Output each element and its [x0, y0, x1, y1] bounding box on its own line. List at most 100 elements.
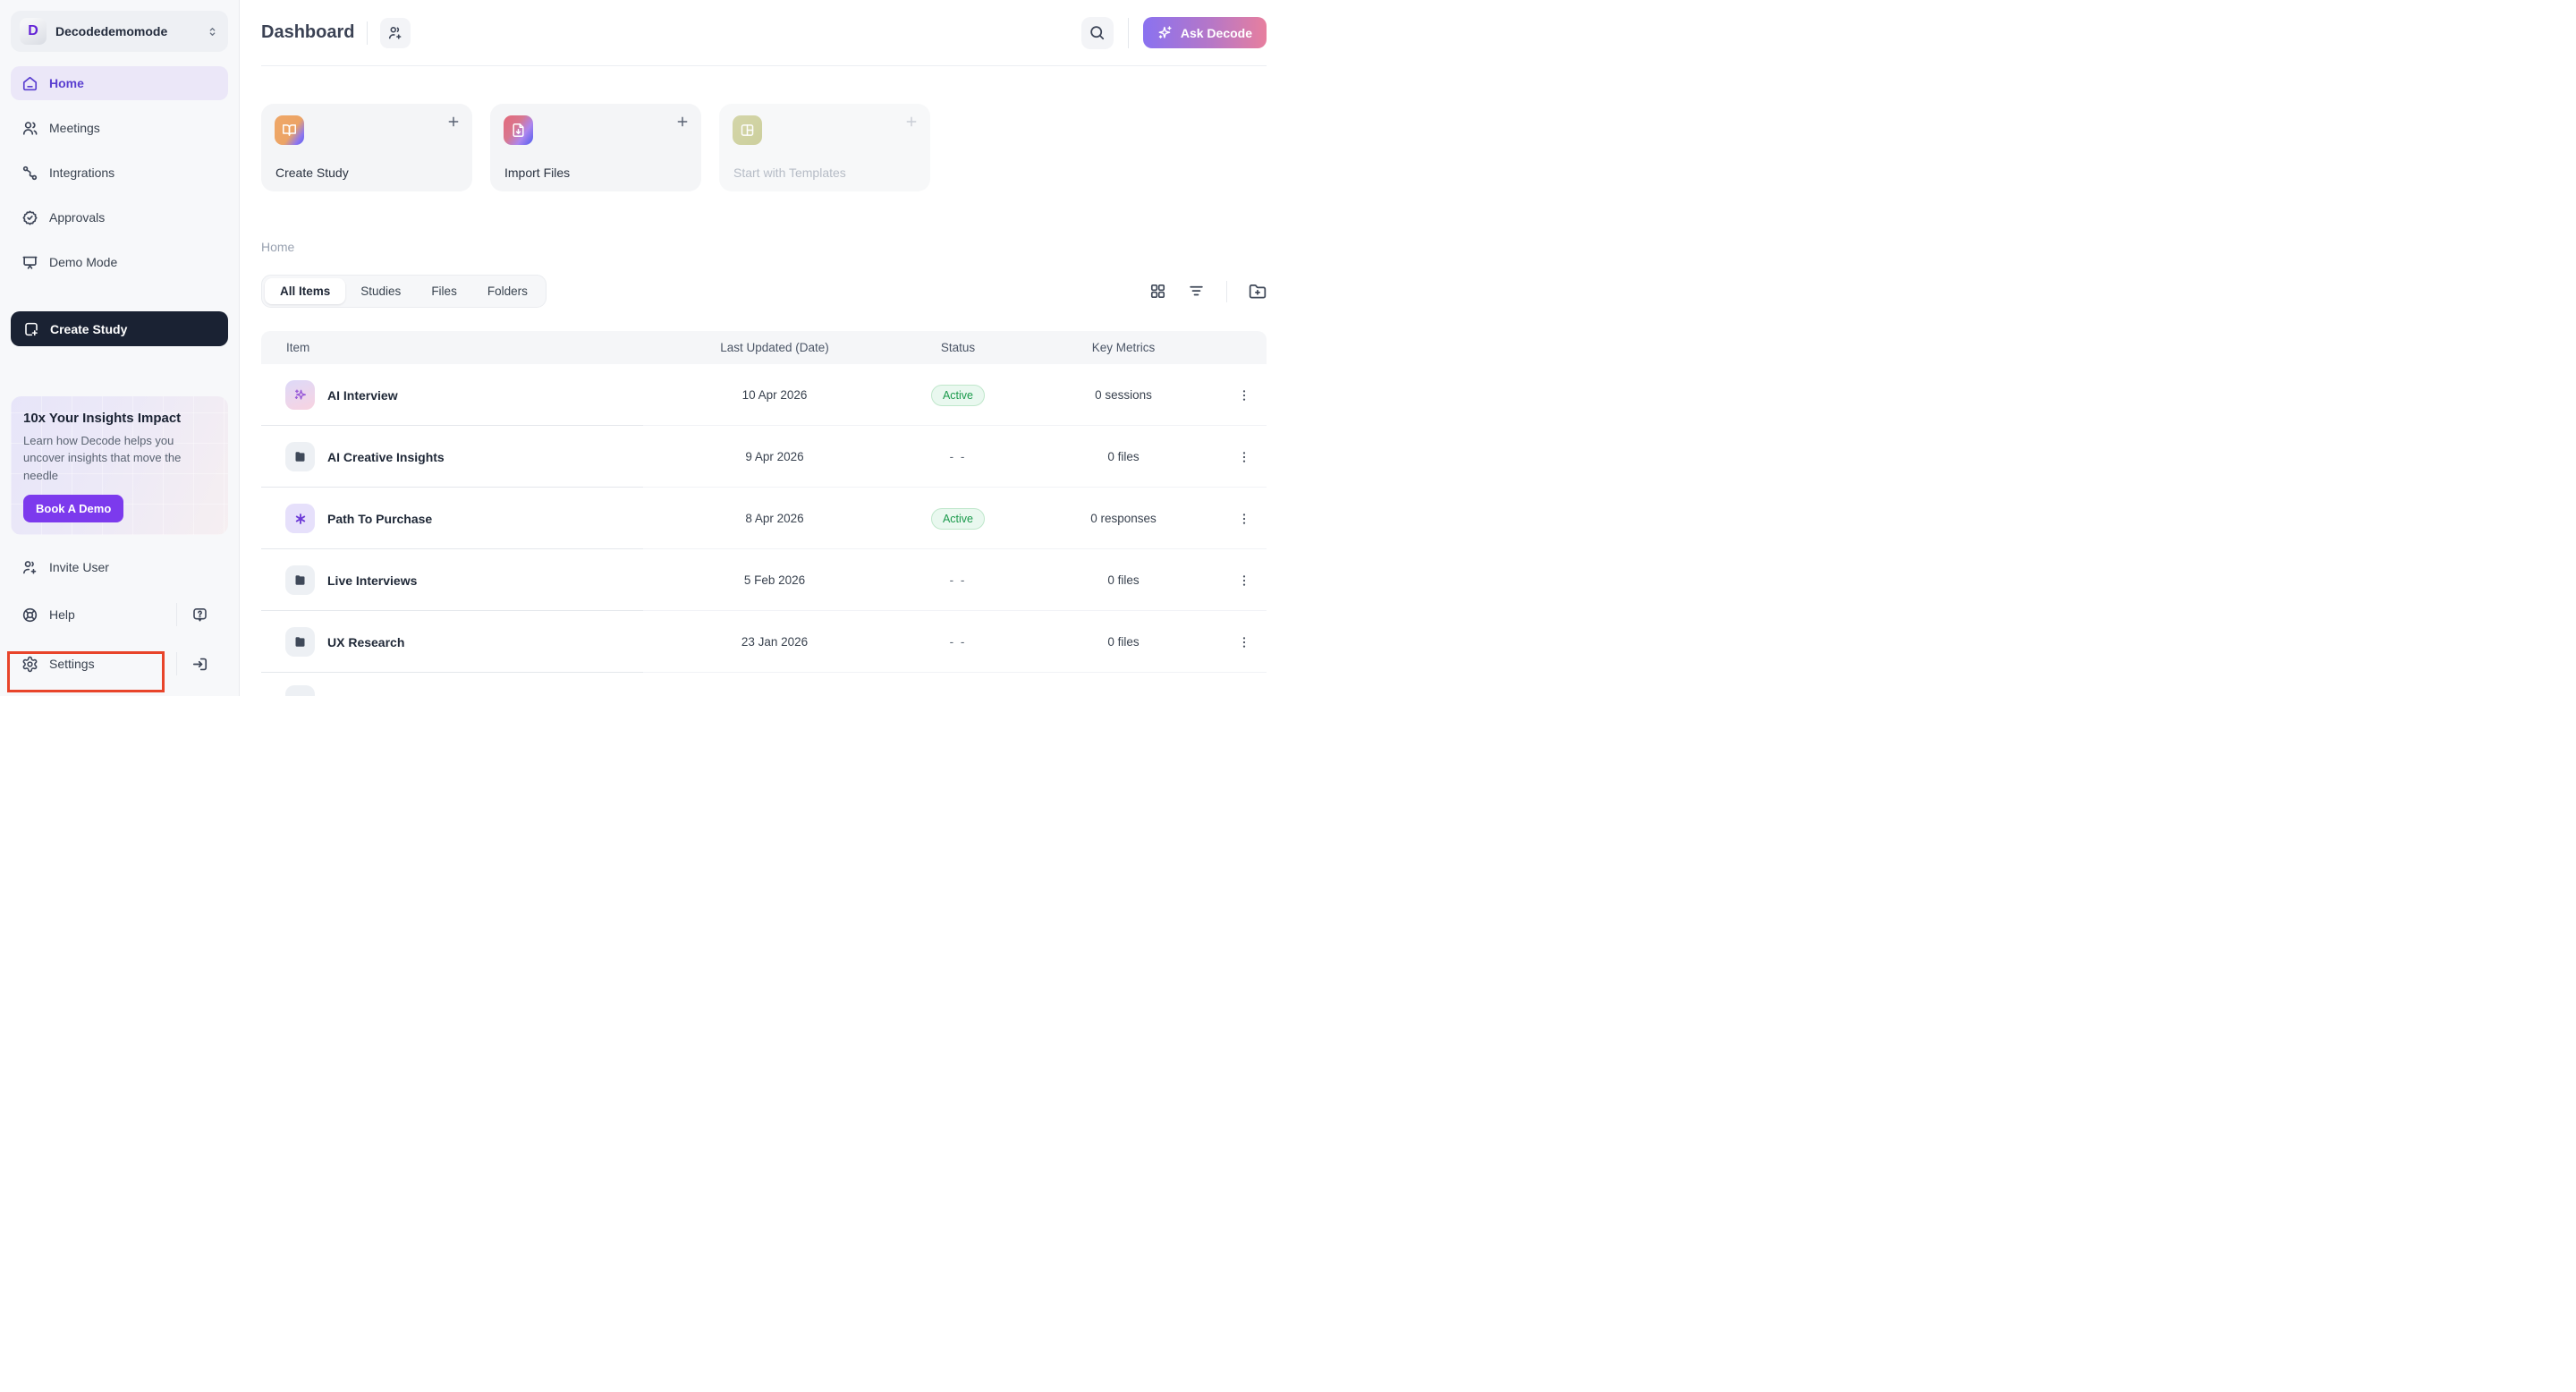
ask-decode-label: Ask Decode: [1180, 25, 1252, 40]
create-study-button[interactable]: Create Study: [11, 311, 228, 346]
invite-user-row: Invite User: [11, 551, 228, 583]
item-date: 5 Feb 2026: [743, 573, 806, 587]
invite-user-header-button[interactable]: [380, 17, 411, 48]
plus-icon: [446, 115, 461, 129]
tab-files[interactable]: Files: [431, 284, 457, 298]
content: Create Study Import Files Start with T: [240, 66, 1288, 696]
sidebar-item-label: Demo Mode: [49, 255, 118, 269]
tabs-row: All Items Studies Files Folders: [261, 275, 1267, 308]
file-down-icon: [504, 115, 533, 145]
table-row-ai-creative-insights[interactable]: AI Creative Insights 9 Apr 2026 - - 0 fi…: [261, 426, 1267, 488]
item-name: Path To Purchase: [327, 511, 433, 526]
start-with-templates-card[interactable]: Start with Templates: [719, 104, 930, 191]
item-name: AI Creative Insights: [327, 449, 445, 464]
card-label: Create Study: [275, 166, 349, 180]
sidebar-nav: Home Meetings Integrations Approvals Dem…: [11, 66, 228, 290]
sidebar-item-label: Meetings: [49, 121, 100, 135]
create-study-card[interactable]: Create Study: [261, 104, 472, 191]
main-area: Dashboard Ask Decode: [240, 0, 1288, 696]
sparkles-icon: [285, 380, 315, 410]
help-row: Help: [11, 598, 228, 631]
chevrons-up-down-icon: [206, 25, 219, 38]
workspace-logo: D: [20, 18, 47, 45]
gear-icon: [21, 656, 38, 673]
sidebar-item-label: Home: [49, 76, 84, 90]
presentation-icon: [21, 254, 38, 271]
user-plus-icon: [21, 559, 38, 576]
col-item: Item: [286, 341, 310, 354]
filter-icon[interactable]: [1188, 283, 1205, 300]
settings-label: Settings: [49, 657, 95, 671]
home-icon: [21, 75, 38, 92]
topbar: Dashboard Ask Decode: [261, 0, 1267, 66]
sidebar-item-approvals[interactable]: Approvals: [11, 200, 228, 234]
message-question-icon[interactable]: [191, 607, 208, 624]
workspace-name: Decodedemomode: [55, 24, 168, 38]
tab-folders[interactable]: Folders: [487, 284, 528, 298]
row-menu-button[interactable]: [1222, 388, 1267, 403]
topbar-right: Ask Decode: [1080, 16, 1267, 49]
sidebar-item-integrations[interactable]: Integrations: [11, 156, 228, 190]
col-key-metrics: Key Metrics: [1091, 341, 1156, 354]
invite-user-button[interactable]: Invite User: [11, 559, 176, 576]
workspace-selector[interactable]: D Decodedemomode: [11, 11, 228, 52]
table-row-ux-research[interactable]: UX Research 23 Jan 2026 - - 0 files: [261, 611, 1267, 673]
folder-plus-icon[interactable]: [1249, 283, 1267, 301]
table-header: Item Last Updated (Date) Status Key Metr…: [261, 331, 1267, 364]
book-demo-button[interactable]: Book A Demo: [23, 495, 124, 522]
divider: [176, 603, 177, 626]
sparkles-icon: [1157, 25, 1173, 40]
table-row-live-interviews[interactable]: Live Interviews 5 Feb 2026 - - 0 files: [261, 549, 1267, 611]
settings-button[interactable]: Settings: [7, 650, 176, 692]
item-metric: 0 responses: [1090, 512, 1157, 525]
row-menu-button[interactable]: [1222, 450, 1267, 464]
promo-body: Learn how Decode helps you uncover insig…: [23, 433, 182, 482]
invite-user-label: Invite User: [49, 560, 109, 574]
plus-icon: [904, 115, 919, 129]
status-empty: - -: [949, 573, 967, 587]
breadcrumb: Home: [261, 240, 295, 254]
item-metric: 0 files: [1107, 450, 1140, 463]
status-badge: Active: [930, 507, 986, 530]
promo-card: 10x Your Insights Impact Learn how Decod…: [11, 396, 228, 536]
users-icon: [21, 120, 38, 137]
user-plus-icon: [387, 25, 403, 41]
row-menu-button[interactable]: [1222, 573, 1267, 588]
item-date: 10 Apr 2026: [741, 388, 808, 402]
page-title: Dashboard: [261, 22, 355, 42]
item-name: Live Interviews: [327, 573, 418, 588]
search-button[interactable]: [1080, 16, 1114, 49]
table-row-ai-interview[interactable]: AI Interview 10 Apr 2026 Active 0 sessio…: [261, 364, 1267, 426]
sidebar-item-meetings[interactable]: Meetings: [11, 111, 228, 145]
grid-view-icon[interactable]: [1149, 283, 1166, 300]
row-menu-button[interactable]: [1222, 512, 1267, 526]
folder-icon: [285, 627, 315, 657]
tab-studies[interactable]: Studies: [360, 284, 402, 298]
quick-action-cards: Create Study Import Files Start with T: [261, 104, 1267, 191]
view-tools: [1149, 280, 1267, 302]
import-files-card[interactable]: Import Files: [490, 104, 701, 191]
help-label: Help: [49, 607, 75, 622]
divider: [367, 21, 369, 45]
sidebar-item-demo-mode[interactable]: Demo Mode: [11, 245, 228, 279]
col-last-updated: Last Updated (Date): [720, 341, 829, 354]
plus-icon: [675, 115, 690, 129]
help-button[interactable]: Help: [11, 607, 176, 624]
item-date: 23 Jan 2026: [741, 635, 809, 649]
asterisk-icon: [285, 504, 315, 533]
logout-icon[interactable]: [191, 656, 208, 673]
table-row-path-to-purchase[interactable]: Path To Purchase 8 Apr 2026 Active 0 res…: [261, 488, 1267, 549]
status-empty: - -: [949, 635, 967, 649]
row-menu-button[interactable]: [1222, 635, 1267, 649]
ask-decode-button[interactable]: Ask Decode: [1142, 17, 1267, 48]
item-date: 9 Apr 2026: [745, 450, 804, 463]
sidebar-item-label: Approvals: [49, 210, 106, 225]
sidebar-item-home[interactable]: Home: [11, 66, 228, 100]
tab-all-items[interactable]: All Items: [265, 278, 346, 304]
sidebar-item-label: Integrations: [49, 166, 115, 180]
divider: [176, 652, 177, 675]
item-name: UX Research: [327, 634, 405, 649]
folder-icon: [285, 442, 315, 471]
item-metric: 0 files: [1107, 573, 1140, 587]
status-badge: Active: [930, 384, 986, 406]
